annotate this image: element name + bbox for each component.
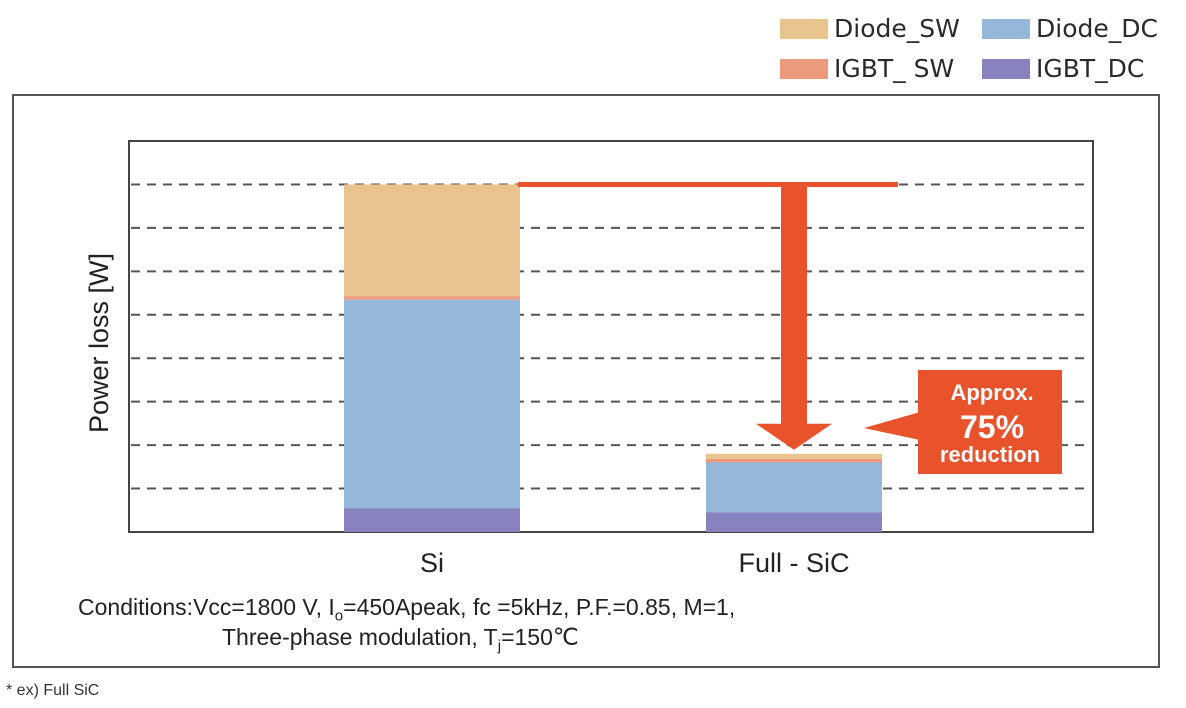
callout-line3: reduction xyxy=(940,442,1040,467)
legend-swatch-diode-dc xyxy=(982,18,1030,39)
category-label-si: Si xyxy=(420,548,444,578)
reduction-callout: Approx. 75% reduction xyxy=(864,370,1062,474)
conditions-line-1: Conditions:Vcc=1800 V, Io=450Apeak, fc =… xyxy=(78,594,735,625)
bar-segment-si-diode-dc xyxy=(344,299,520,509)
bar-segment-full-sic-diode-dc xyxy=(706,462,882,513)
reduction-arrow-shaft xyxy=(781,184,807,426)
chart-frame xyxy=(12,94,1160,668)
category-labels: Si Full - SiC xyxy=(420,548,850,578)
legend-item-igbt-dc: IGBT_DC xyxy=(982,54,1144,83)
reduction-arrow-head xyxy=(756,423,832,450)
callout-box xyxy=(918,370,1062,474)
legend-swatch-diode-sw xyxy=(780,18,828,39)
legend-label-igbt-dc: IGBT_DC xyxy=(1036,54,1145,83)
footnote: * ex) Full SiC xyxy=(6,682,100,699)
conditions-line-2-rest: =150℃ xyxy=(501,624,579,650)
reduction-arrow xyxy=(518,181,898,450)
conditions-line-1-sub: o xyxy=(334,607,344,625)
conditions-line-2-text: Three-phase modulation, T xyxy=(222,624,498,650)
legend-swatch-igbt-sw xyxy=(780,58,828,79)
bar-group xyxy=(344,184,882,532)
legend-label-diode-sw: Diode_SW xyxy=(834,14,960,43)
bar-segment-si-igbt-sw xyxy=(344,296,520,300)
bar-segment-si-diode-sw xyxy=(344,184,520,297)
conditions-line-2: Three-phase modulation, Tj=150℃ xyxy=(222,624,579,655)
bar-segment-full-sic-igbt-sw xyxy=(706,459,882,463)
y-axis-label: Power loss [W] xyxy=(84,253,114,433)
legend-item-igbt-sw: IGBT_ SW xyxy=(780,54,954,83)
legend-item-diode-sw: Diode_SW xyxy=(780,14,960,43)
conditions-line-1-text: Conditions:Vcc=1800 V, I xyxy=(78,594,335,620)
bar-segment-si-igbt-dc xyxy=(344,508,520,532)
legend-label-igbt-sw: IGBT_ SW xyxy=(834,54,955,83)
conditions-line-2-sub: j xyxy=(497,637,502,655)
legend-swatch-igbt-dc xyxy=(982,58,1030,79)
category-label-full-sic: Full - SiC xyxy=(738,548,849,578)
conditions-line-1-rest: =450Apeak, fc =5kHz, P.F.=0.85, M=1, xyxy=(343,594,736,620)
callout-line2: 75% xyxy=(960,409,1024,445)
callout-pointer xyxy=(864,412,920,440)
bar-segment-full-sic-diode-sw xyxy=(706,453,882,460)
callout-line1: Approx. xyxy=(950,380,1033,405)
bar-segment-full-sic-igbt-dc xyxy=(706,512,882,532)
legend-item-diode-dc: Diode_DC xyxy=(982,14,1158,43)
legend-label-diode-dc: Diode_DC xyxy=(1036,14,1158,43)
